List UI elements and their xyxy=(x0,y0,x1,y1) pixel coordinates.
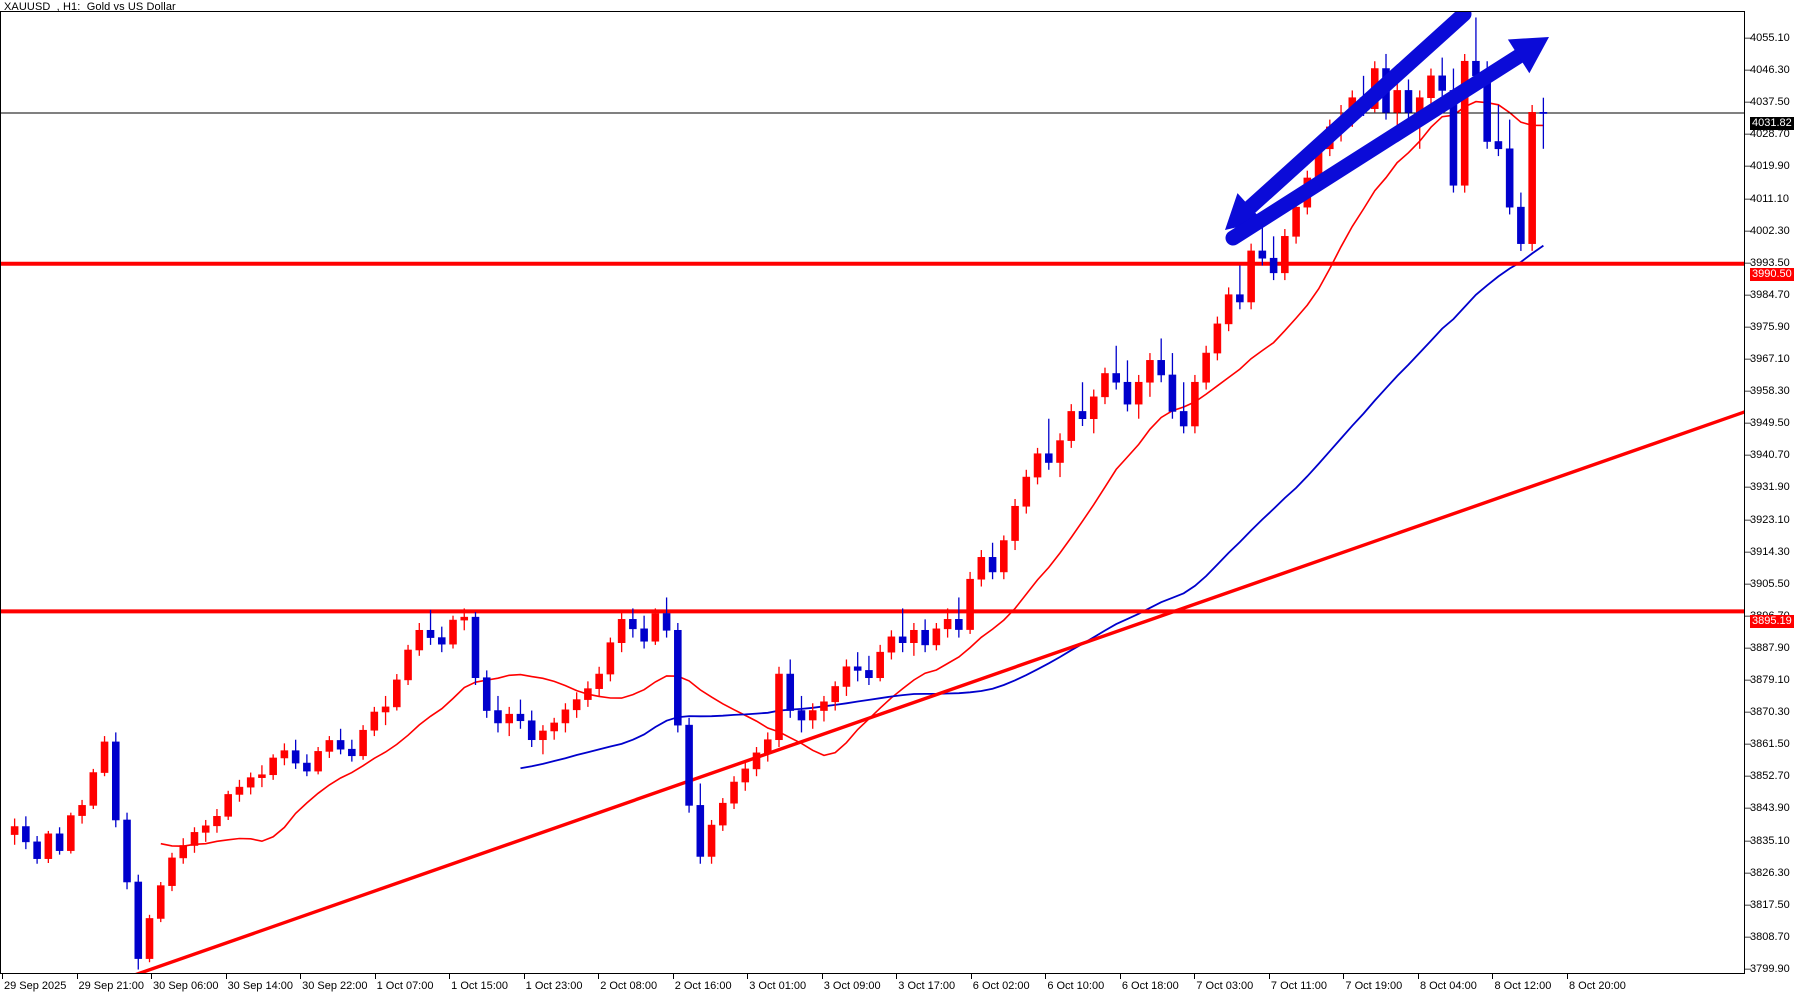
price-axis-tick: –3975.90 xyxy=(1745,320,1790,333)
price-axis-tick: –3958.30 xyxy=(1745,385,1790,398)
price-axis-tick: –3984.70 xyxy=(1745,288,1790,301)
price-axis-tick: –3940.70 xyxy=(1745,449,1790,462)
price-axis-tick: –3799.90 xyxy=(1745,962,1790,975)
price-axis-tick: –3993.50 xyxy=(1745,256,1790,269)
candlestick-series xyxy=(10,17,1548,970)
price-axis-tick: –4028.70 xyxy=(1745,128,1790,141)
price-axis-tick: –4037.50 xyxy=(1745,96,1790,109)
ma-fast-line xyxy=(160,100,1544,848)
price-axis-tick: –4046.30 xyxy=(1745,64,1790,77)
price-axis-tick: –3905.50 xyxy=(1745,577,1790,590)
price-axis-tick: –3931.90 xyxy=(1745,481,1790,494)
price-axis-tick: –3949.50 xyxy=(1745,417,1790,430)
price-axis-tick: –3852.70 xyxy=(1745,770,1790,783)
price-axis-tick: –3923.10 xyxy=(1745,513,1790,526)
price-axis-tick: –3861.50 xyxy=(1745,738,1790,751)
price-axis-tick: –3808.70 xyxy=(1745,930,1790,943)
price-axis-tick: –3879.10 xyxy=(1745,674,1790,687)
price-axis-tick: –4019.90 xyxy=(1745,160,1790,173)
price-axis-tick: –3967.10 xyxy=(1745,353,1790,366)
support-level-badge: 3895.19 xyxy=(1750,615,1794,629)
price-axis-tick: –3870.30 xyxy=(1745,706,1790,719)
price-axis-tick: –4055.10 xyxy=(1745,32,1790,45)
bid-price-badge: 4031.82 xyxy=(1750,116,1794,130)
price-axis-tick: –4011.10 xyxy=(1745,192,1789,205)
price-axis-tick: –3835.10 xyxy=(1745,834,1790,847)
price-chart-canvas xyxy=(1,12,1744,973)
horizontal-levels xyxy=(1,112,1744,614)
price-axis-tick: –3843.90 xyxy=(1745,802,1790,815)
forecast-arrows xyxy=(1225,12,1549,246)
price-axis-tick: –3887.90 xyxy=(1745,641,1790,654)
price-axis-tick: –3817.50 xyxy=(1745,898,1790,911)
symbol-header: XAUUSD_, H1: Gold vs US Dollar xyxy=(4,1,176,13)
price-axis-tick: –3826.30 xyxy=(1745,866,1790,879)
price-axis-tick: –3914.30 xyxy=(1745,545,1790,558)
price-axis-tick: –4002.30 xyxy=(1745,224,1790,237)
time-axis[interactable]: 29 Sep 2025 29 Sep 21:00 30 Sep 06:00 30 Se… xyxy=(0,974,1745,1008)
resistance-level-badge: 3990.50 xyxy=(1750,267,1794,281)
chart-plot-area[interactable] xyxy=(0,11,1745,974)
price-axis[interactable]: –4055.10 –4046.30 –4037.50 –4028.70 –4019.90… xyxy=(1745,11,1802,974)
ma-slow-line xyxy=(520,244,1544,770)
trend-line xyxy=(135,410,1744,973)
